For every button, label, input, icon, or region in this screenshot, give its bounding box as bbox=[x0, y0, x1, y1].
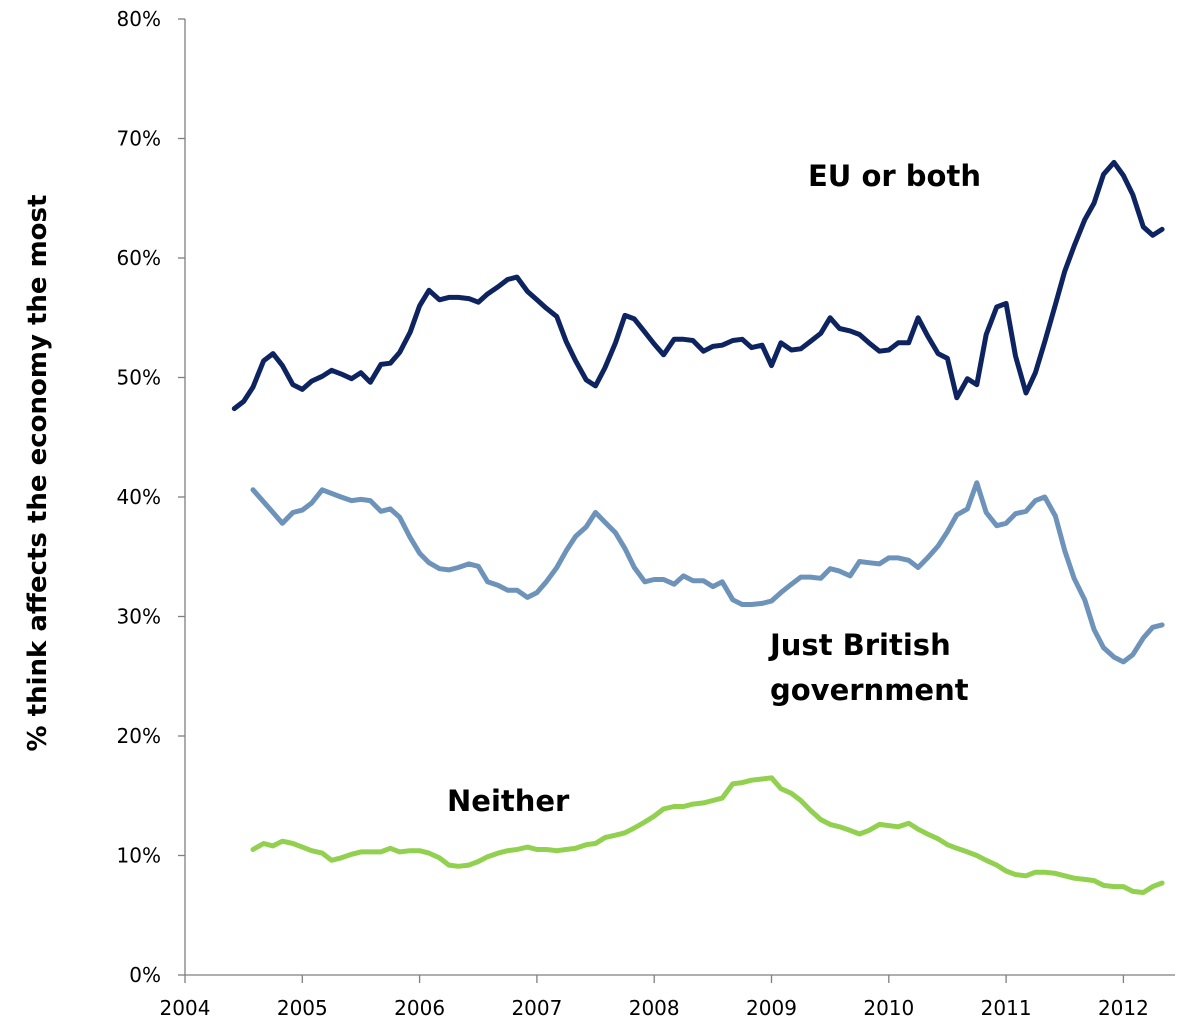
y-tick-label: 80% bbox=[117, 7, 161, 31]
x-tick-label: 2004 bbox=[160, 996, 211, 1020]
x-tick-label: 2009 bbox=[746, 996, 797, 1020]
series-label-eu-or-both: EU or both bbox=[808, 159, 981, 193]
x-tick-label: 2006 bbox=[394, 996, 445, 1020]
series-label-just-british-government: government bbox=[770, 673, 969, 707]
series-line-neither bbox=[250, 775, 1165, 895]
series-label-neither: Neither bbox=[447, 784, 570, 818]
x-tick-label: 2012 bbox=[1098, 996, 1149, 1020]
series-layer bbox=[231, 159, 1165, 895]
y-tick-label: 0% bbox=[129, 963, 161, 987]
y-tick-label: 60% bbox=[117, 246, 161, 270]
y-tick-label: 20% bbox=[117, 724, 161, 748]
x-tick-label: 2011 bbox=[981, 996, 1032, 1020]
series-line-just-british-government bbox=[250, 480, 1165, 665]
series-labels: EU or both Just British government Neither bbox=[447, 159, 981, 818]
y-tick-label: 10% bbox=[117, 844, 161, 868]
y-tick-label: 70% bbox=[117, 127, 161, 151]
y-tick-label: 40% bbox=[117, 485, 161, 509]
y-tick-label: 50% bbox=[117, 366, 161, 390]
y-tick-label: 30% bbox=[117, 605, 161, 629]
x-tick-label: 2008 bbox=[629, 996, 680, 1020]
series-line-eu-or-both bbox=[231, 159, 1165, 412]
x-tick-label: 2005 bbox=[277, 996, 328, 1020]
x-tick-label: 2007 bbox=[511, 996, 562, 1020]
y-axis-title: % think affects the economy the most bbox=[23, 195, 53, 752]
series-label-just-british-government: Just British bbox=[768, 628, 951, 662]
axes: 0% 10% 20% 30% 40% 50% 60% 70% 80% 2004 2005 2006 20… bbox=[117, 7, 1175, 1020]
x-tick-label: 2010 bbox=[863, 996, 914, 1020]
